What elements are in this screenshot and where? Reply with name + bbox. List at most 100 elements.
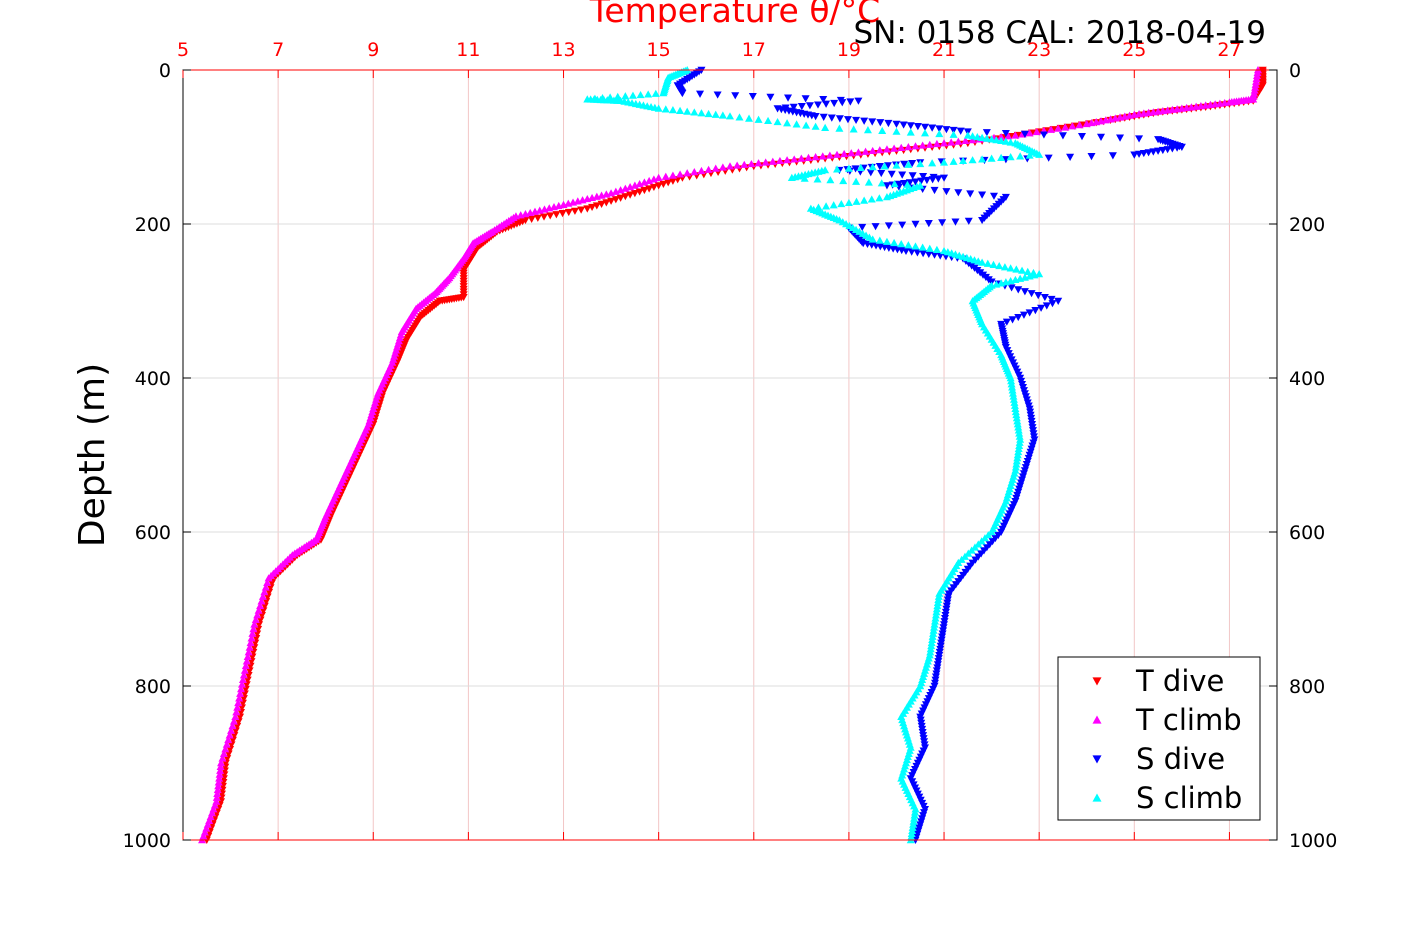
data-point	[944, 593, 953, 601]
data-point	[1011, 131, 1020, 139]
data-point	[216, 766, 225, 774]
data-point	[247, 658, 256, 666]
data-point	[847, 149, 856, 157]
data-point	[921, 123, 930, 131]
data-point	[940, 618, 949, 626]
data-point	[606, 93, 615, 101]
data-point	[783, 119, 792, 127]
data-point	[837, 199, 846, 208]
data-point	[697, 109, 706, 117]
data-point	[897, 240, 906, 248]
data-point	[248, 629, 257, 637]
data-point	[935, 648, 944, 657]
data-point	[963, 131, 972, 139]
data-point	[966, 190, 975, 198]
data-point	[940, 246, 949, 255]
data-point	[621, 193, 630, 201]
data-point	[240, 666, 249, 674]
data-point	[932, 670, 941, 678]
y-tick-label-right: 0	[1289, 60, 1301, 82]
data-point	[898, 221, 907, 229]
legend-label: T dive	[1135, 664, 1224, 698]
data-point	[813, 175, 822, 183]
data-point	[854, 97, 863, 105]
data-point	[225, 731, 234, 739]
data-point	[968, 156, 977, 164]
data-point	[203, 820, 212, 828]
data-point	[1014, 286, 1023, 294]
data-point	[839, 176, 848, 185]
data-point	[690, 108, 699, 116]
data-point	[1029, 433, 1038, 441]
data-point	[210, 801, 219, 809]
data-point	[234, 698, 243, 707]
data-point	[223, 755, 232, 763]
data-point	[1154, 147, 1163, 155]
data-point	[882, 145, 891, 153]
data-point	[261, 583, 270, 591]
data-point	[781, 104, 790, 112]
data-point	[997, 153, 1006, 161]
data-point	[640, 186, 649, 195]
data-point	[880, 162, 889, 170]
data-point	[748, 92, 757, 101]
x-tick-label: 23	[1027, 39, 1051, 61]
data-point	[250, 644, 259, 652]
data-point	[940, 615, 949, 623]
data-point	[932, 139, 941, 148]
data-point	[936, 252, 945, 260]
data-point	[253, 630, 262, 638]
data-point	[242, 657, 251, 665]
data-point	[613, 92, 622, 100]
data-point	[939, 624, 948, 632]
data-point	[989, 260, 998, 269]
data-point	[1001, 193, 1010, 202]
data-point	[1018, 266, 1027, 274]
data-point	[224, 735, 233, 744]
data-point	[212, 797, 221, 805]
data-point	[214, 782, 223, 790]
data-point	[244, 672, 253, 680]
data-point	[1040, 293, 1049, 302]
data-point	[922, 176, 931, 185]
data-point	[231, 727, 240, 735]
data-point	[676, 106, 685, 115]
data-point	[1054, 124, 1063, 132]
y-tick-label-left: 400	[135, 368, 171, 390]
data-point	[766, 93, 775, 101]
data-point	[844, 198, 853, 207]
data-point	[237, 680, 246, 688]
data-point	[941, 611, 950, 620]
data-point	[860, 117, 869, 125]
data-point	[925, 244, 934, 252]
data-point	[862, 231, 871, 239]
data-point	[747, 159, 756, 168]
data-point	[259, 607, 268, 615]
data-point	[875, 163, 884, 171]
data-point	[546, 212, 555, 220]
data-point	[1130, 151, 1139, 159]
data-point	[937, 639, 946, 647]
legend-box	[1057, 656, 1261, 821]
y-tick-label-right: 200	[1289, 214, 1325, 236]
data-point	[882, 237, 891, 245]
data-point	[521, 216, 530, 225]
data-point	[938, 633, 947, 641]
data-point	[900, 160, 909, 168]
data-point	[982, 129, 991, 137]
data-point	[849, 125, 858, 133]
data-point	[227, 726, 236, 734]
data-point	[829, 201, 838, 209]
data-point	[659, 180, 668, 188]
data-point	[997, 320, 1006, 329]
x-tick-label: 25	[1122, 39, 1146, 61]
data-point	[768, 157, 777, 165]
data-point	[240, 690, 249, 698]
data-point	[754, 159, 763, 167]
data-point	[989, 192, 998, 200]
data-point	[773, 105, 782, 113]
data-point	[552, 211, 561, 219]
data-point	[917, 722, 926, 731]
data-point	[845, 221, 854, 230]
data-point	[911, 178, 920, 186]
